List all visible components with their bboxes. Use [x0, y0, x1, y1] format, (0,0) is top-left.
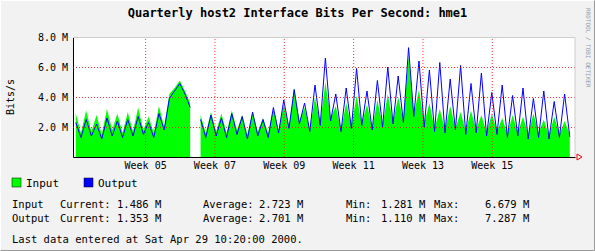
y-axis: 2.0 M 4.0 M 6.0 M 8.0 M — [38, 32, 575, 158]
y-grid-line — [73, 67, 575, 68]
stats-cell: 2.723 M — [259, 198, 303, 210]
x-tick: Week 11 — [333, 37, 375, 171]
x-tick-label: Week 13 — [402, 160, 444, 171]
x-axis-line — [74, 157, 576, 158]
stats-cell: 1.486 M — [117, 198, 161, 210]
border-light — [1, 1, 595, 251]
stats-cell: Current: — [60, 212, 111, 224]
x-grid-line — [353, 37, 354, 157]
title: Quarterly host2 Interface Bits Per Secon… — [128, 6, 468, 20]
stats-cell: Current: — [60, 198, 111, 210]
stats-cell: 6.679 M — [485, 198, 529, 210]
stats-cell: Max: — [434, 212, 459, 224]
stats-cell: 1.353 M — [117, 212, 161, 224]
y-tick-label: 8.0 M — [38, 32, 68, 43]
y-tick-label: 6.0 M — [38, 62, 68, 73]
footer: Last data entered at Sat Apr 29 10:20:00… — [12, 233, 303, 245]
stats-cell: Max: — [434, 198, 459, 210]
plot-area — [73, 37, 575, 157]
stats-cell: Average: — [203, 212, 254, 224]
y-tick: 4.0 M — [38, 92, 575, 103]
plot-frame — [73, 38, 575, 158]
x-tick-label: Week 07 — [194, 160, 236, 171]
y-grid-line — [73, 97, 575, 98]
x-grid-line — [214, 37, 215, 157]
border-dark — [1, 1, 595, 251]
plot-marks — [76, 48, 570, 157]
watermark: RRDTOOL / TOBI OETIKER — [585, 8, 592, 88]
stats-cell: 7.287 M — [485, 212, 529, 224]
y-label: Bits/s — [5, 79, 16, 115]
background — [0, 0, 595, 251]
x-tick: Week 07 — [194, 37, 236, 171]
x-tick: Week 09 — [263, 37, 305, 171]
x-tick-label: Week 11 — [333, 160, 375, 171]
x-tick-label: Week 05 — [125, 160, 167, 171]
stats-cell: Input — [12, 198, 44, 210]
axis-arrow — [577, 154, 582, 160]
input-area — [76, 57, 570, 157]
stats-cell: Average: — [203, 198, 254, 210]
output-line — [76, 48, 570, 139]
legend-label: Output — [98, 177, 138, 190]
x-grid-line — [145, 37, 146, 157]
stats-cell: 1.110 M — [381, 212, 425, 224]
stats-cell: Min: — [346, 212, 371, 224]
x-tick-label: Week 09 — [263, 160, 305, 171]
x-tick: Week 15 — [471, 37, 513, 171]
y-tick: 2.0 M — [38, 122, 575, 133]
stats: Input Current: 1.486 M Average: 2.723 M Min: 1… — [12, 198, 529, 224]
legend-swatch — [84, 178, 93, 187]
legend: Input Output — [12, 177, 138, 190]
stats-cell: 2.701 M — [259, 212, 303, 224]
x-tick: Week 05 — [125, 37, 167, 171]
legend-label: Input — [26, 177, 59, 190]
x-tick-label: Week 15 — [471, 160, 513, 171]
y-tick: 6.0 M — [38, 62, 575, 73]
chart: 2.0 M4.0 M6.0 M8.0 MWeek 05Week 07Week 0… — [0, 0, 595, 251]
x-grid-line — [422, 37, 423, 157]
stats-cell: Output — [12, 212, 50, 224]
x-axis: Week 05 Week 07 Week 09 Week 11 Week 13 Week … — [74, 37, 576, 171]
stats-cell: 1.281 M — [381, 198, 425, 210]
legend-swatch — [12, 178, 21, 187]
y-tick-label: 2.0 M — [38, 122, 68, 133]
y-tick-label: 4.0 M — [38, 92, 68, 103]
x-grid-line — [284, 37, 285, 157]
stats-cell: Min: — [346, 198, 371, 210]
x-tick: Week 13 — [402, 37, 444, 171]
y-grid-line — [73, 127, 575, 128]
x-grid-line — [492, 37, 493, 157]
